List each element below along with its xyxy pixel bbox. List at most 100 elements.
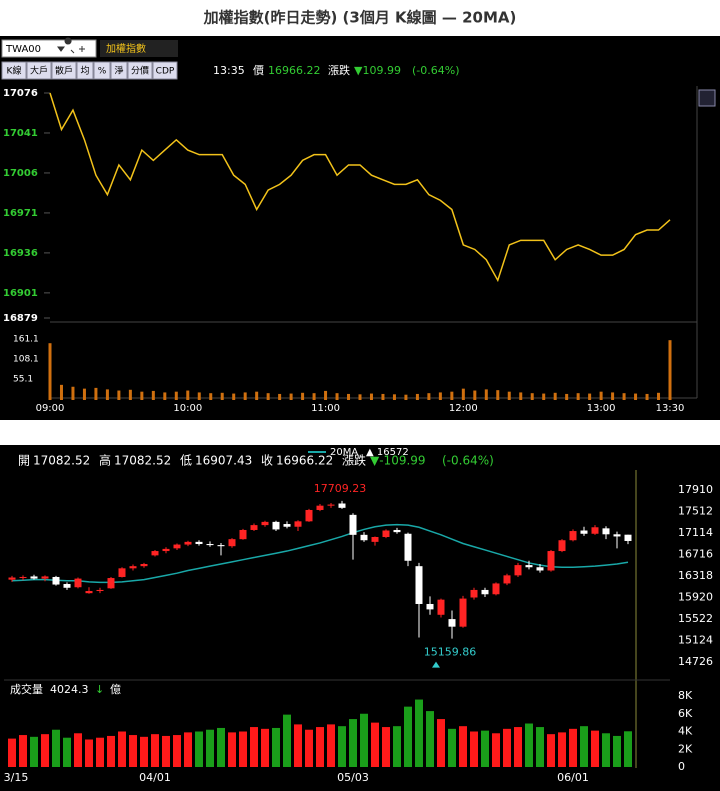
volume-bar: [415, 699, 423, 767]
volume-bar: [360, 713, 368, 767]
volume-bar: [128, 389, 132, 400]
volume-bar: [63, 737, 71, 767]
symbol-name: 加權指數: [106, 42, 146, 55]
volume-bar: [602, 733, 610, 767]
candle-body: [30, 576, 38, 579]
volume-bar: [327, 724, 335, 767]
y-tick-label: 16901: [3, 288, 38, 299]
ohlc-label: 低: [180, 454, 192, 468]
volume-bar: [19, 735, 27, 767]
intraday-panel: [0, 36, 720, 420]
candle-body: [426, 603, 434, 610]
volume-bar: [272, 727, 280, 767]
y-tick-label: 55.1: [13, 375, 33, 385]
volume-bar: [450, 391, 454, 400]
toolbar-button[interactable]: [152, 61, 178, 80]
volume-bar: [437, 719, 445, 767]
candle-body: [85, 591, 93, 594]
change-label: 漲跌: [342, 453, 366, 468]
volume-bar: [576, 393, 580, 400]
candle-body: [305, 509, 313, 522]
candle-body: [415, 566, 423, 604]
candle-body: [481, 589, 489, 595]
y-tick-label: 16716: [678, 548, 713, 561]
x-tick-label: 13:30: [656, 403, 685, 414]
volume-bar: [496, 390, 500, 400]
volume-bar: [461, 388, 465, 400]
price-line: [49, 92, 671, 283]
volume-bar: [82, 388, 86, 400]
volume-bar: [611, 392, 615, 400]
candle-body: [547, 551, 555, 571]
volume-bar: [151, 734, 159, 767]
ma-line: [11, 523, 629, 584]
candle-body: [162, 548, 170, 552]
toolbar-button[interactable]: [76, 61, 94, 80]
candle-body: [536, 567, 544, 571]
volume-bar: [94, 387, 98, 400]
volume-bar: [52, 729, 60, 767]
y-tick-label: 16936: [3, 248, 38, 259]
link-icon[interactable]: [698, 89, 716, 107]
volume-title: 成交量: [10, 682, 43, 696]
volume-bar: [382, 727, 390, 767]
symbol-box[interactable]: [1, 39, 97, 58]
toolbar-button[interactable]: [1, 61, 27, 80]
volume-bar: [338, 726, 346, 767]
volume-bar: [613, 735, 621, 767]
candle-body: [261, 521, 269, 526]
candle-body: [272, 521, 280, 530]
toolbar-button[interactable]: [93, 61, 111, 80]
candle-body: [602, 528, 610, 535]
toolbar-button[interactable]: [26, 61, 52, 80]
volume-bar: [294, 724, 302, 767]
candle-body: [228, 539, 236, 547]
info-price-label: 價: [253, 63, 264, 77]
volume-bar: [503, 728, 511, 767]
volume-bar: [316, 727, 324, 767]
toolbar-button-label: CDP: [156, 67, 175, 77]
toolbar-button[interactable]: [110, 61, 128, 80]
volume-bar: [657, 392, 661, 400]
toolbar-buttons: K線 大戶 散戶均% 淨分價 CDP: [1, 61, 178, 80]
volume-bar: [117, 390, 121, 400]
volume-bar: [553, 392, 557, 400]
info-price: 16966.22: [268, 64, 321, 77]
volume-bar: [312, 393, 316, 400]
volume-bar: [232, 393, 236, 400]
candle-body: [316, 505, 324, 510]
volume-bar: [162, 735, 170, 767]
volume-bar: [206, 729, 214, 767]
toolbar-button-label: 淨: [114, 65, 123, 77]
volume-bar: [255, 391, 259, 400]
y-tick-label: 6K: [678, 707, 693, 720]
volume-bar: [591, 730, 599, 767]
volume-bar: [547, 734, 555, 767]
volume-bar: [426, 711, 434, 767]
candle-body: [151, 551, 159, 556]
info-change: ▼109.99: [354, 64, 401, 77]
y-tick-label: 161.1: [13, 335, 39, 345]
toolbar-button[interactable]: [51, 61, 77, 80]
volume-bar: [404, 706, 412, 767]
y-tick-label: 16318: [678, 569, 713, 582]
candle-body: [349, 514, 357, 535]
volume-bar: [228, 732, 236, 767]
volume-bar: [129, 735, 137, 767]
candle-body: [96, 589, 104, 592]
volume-bar: [525, 723, 533, 767]
toolbar-button[interactable]: [127, 61, 153, 80]
volume-bar: [473, 390, 477, 400]
search-icons: [57, 37, 85, 54]
candle-body: [52, 576, 60, 585]
volume-bar: [48, 343, 52, 400]
y-tick-label: 17512: [678, 505, 713, 518]
candle-body: [514, 565, 522, 576]
volume-bar: [404, 394, 408, 400]
candle-body: [41, 576, 49, 579]
volume-bar: [278, 393, 282, 400]
volume-bar: [30, 736, 38, 767]
volume-bar: [565, 393, 569, 400]
volume-bar: [283, 714, 291, 767]
